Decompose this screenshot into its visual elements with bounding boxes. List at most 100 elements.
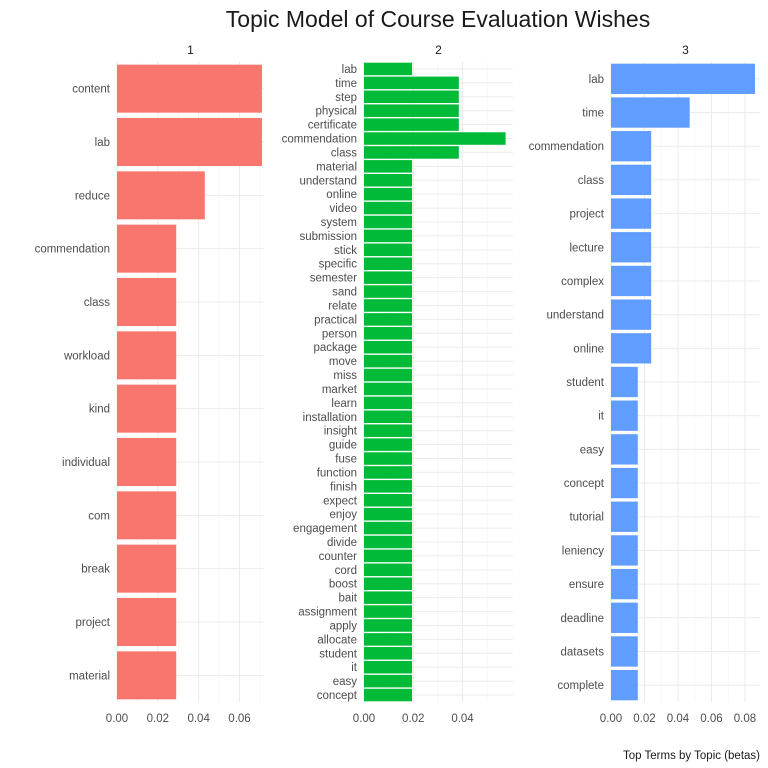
bar-commendation — [117, 224, 177, 273]
bar-material — [364, 160, 413, 173]
facet-strip-label: 3 — [682, 43, 689, 57]
facet-panel-1: 0.00 0.02 0.04 0.06 1 content lab reduce commend… — [35, 43, 264, 725]
term-label: enjoy — [330, 509, 358, 521]
bar-miss — [364, 368, 413, 382]
term-label: reduce — [75, 190, 110, 202]
bar-relate — [364, 299, 413, 312]
term-label: semester — [310, 273, 357, 285]
term-label: counter — [319, 551, 358, 563]
term-label: com — [88, 510, 110, 522]
bar-fuse — [364, 452, 413, 465]
term-label: deadline — [561, 613, 604, 625]
bar-learn — [364, 396, 413, 410]
term-label: person — [322, 328, 357, 340]
chart-title: Topic Model of Course Evaluation Wishes — [226, 6, 650, 32]
bar-online — [611, 333, 652, 364]
facet-panel-3: 0.00 0.02 0.04 0.06 0.08 3 lab time commendation… — [529, 43, 760, 725]
term-label: sand — [332, 287, 357, 299]
term-label: lab — [589, 74, 604, 86]
bar-workload — [117, 331, 177, 380]
term-label: student — [566, 377, 605, 389]
term-label: project — [75, 617, 110, 629]
bar-commendation — [364, 132, 506, 145]
bar-lecture — [611, 232, 652, 263]
term-label: market — [322, 384, 358, 396]
term-label: online — [573, 343, 604, 355]
term-label: tutorial — [569, 512, 604, 524]
x-tick-label: 0.02 — [147, 713, 169, 725]
facet-strip-label: 1 — [187, 43, 194, 57]
bar-system — [364, 215, 413, 229]
bar-apply — [364, 619, 413, 632]
x-tick-label: 0.04 — [667, 713, 690, 725]
bar-stick — [364, 243, 413, 257]
term-label: break — [81, 564, 110, 576]
bar-allocate — [364, 633, 413, 646]
term-label: fuse — [335, 454, 357, 466]
bar-deadline — [611, 602, 638, 633]
term-label: finish — [330, 481, 357, 493]
bar-leniency — [611, 535, 638, 566]
term-label: lab — [342, 64, 357, 76]
bar-individual — [117, 438, 177, 486]
term-label: commendation — [529, 141, 604, 153]
term-label: function — [317, 467, 357, 479]
term-label: complex — [561, 276, 604, 288]
term-label: class — [331, 147, 357, 159]
bar-engagement — [364, 521, 413, 535]
bar-break — [117, 544, 177, 593]
bar-certificate — [364, 118, 459, 131]
bar-finish — [364, 480, 413, 493]
bar-counter — [364, 549, 413, 563]
term-label: datasets — [561, 646, 605, 658]
x-tick-label: 0.06 — [700, 713, 722, 725]
bar-complete — [611, 670, 638, 701]
bar-time — [364, 76, 459, 90]
term-label: material — [69, 670, 110, 682]
x-tick-label: 0.04 — [187, 713, 210, 725]
bar-ensure — [611, 568, 638, 600]
term-label: ensure — [569, 579, 604, 591]
bar-concept — [364, 688, 413, 702]
bar-project — [117, 598, 177, 646]
term-label: concept — [317, 690, 358, 702]
term-label: step — [335, 92, 357, 104]
term-label: system — [321, 217, 357, 229]
term-label: certificate — [308, 120, 357, 132]
term-label: apply — [330, 620, 358, 632]
bar-content — [117, 64, 262, 113]
term-label: stick — [334, 245, 357, 257]
bar-understand — [611, 299, 652, 330]
bar-practical — [364, 313, 413, 326]
bar-expect — [364, 494, 413, 507]
bar-package — [364, 340, 413, 354]
bar-com — [117, 491, 177, 540]
term-label: specific — [319, 259, 358, 271]
bar-concept — [611, 467, 638, 499]
term-label: installation — [303, 412, 357, 424]
bar-easy — [364, 674, 413, 688]
bar-cord — [364, 563, 413, 577]
bar-sand — [364, 285, 413, 298]
chart-caption: Top Terms by Topic (betas) — [623, 750, 760, 762]
bar-time — [611, 97, 690, 128]
bar-submission — [364, 229, 413, 243]
term-label: time — [582, 108, 604, 120]
term-label: package — [314, 342, 357, 354]
term-label: easy — [333, 676, 358, 688]
bar-online — [364, 187, 413, 201]
bar-function — [364, 466, 413, 479]
term-label: project — [569, 209, 604, 221]
term-label: individual — [62, 457, 110, 469]
bar-it — [611, 400, 638, 431]
x-tick-label: 0.08 — [734, 713, 756, 725]
term-label: concept — [564, 478, 605, 490]
bar-physical — [364, 104, 459, 117]
term-label: physical — [315, 106, 357, 118]
bar-datasets — [611, 636, 638, 667]
bar-kind — [117, 384, 177, 433]
term-label: commendation — [35, 244, 110, 256]
term-label: insight — [324, 426, 358, 438]
bar-complex — [611, 265, 652, 297]
bar-class — [611, 164, 652, 196]
